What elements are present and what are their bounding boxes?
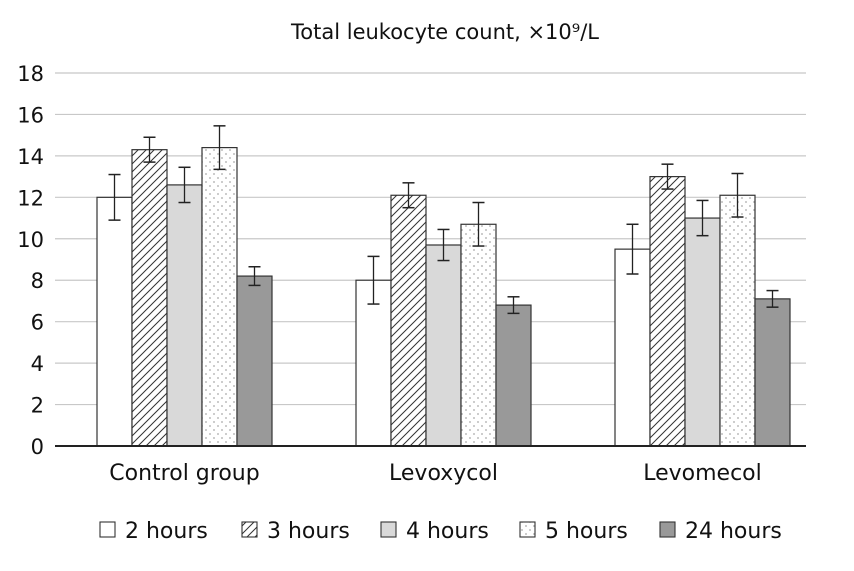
y-tick-label: 18 <box>17 62 44 86</box>
bar-3-hours-1 <box>390 194 427 447</box>
y-tick-label: 4 <box>31 352 44 376</box>
x-tick-label: Levomecol <box>643 461 762 486</box>
bar-24-hours-2 <box>754 298 791 447</box>
bar-3-hours-2 <box>649 176 686 447</box>
x-axis-ticks: Control group Levoxycol Levomecol <box>109 461 761 486</box>
legend-label: 4 hours <box>406 519 489 544</box>
chart-title: Total leukocyte count, ×10⁹/L <box>290 20 599 44</box>
legend-swatch <box>659 521 676 538</box>
legend-label: 2 hours <box>125 519 208 544</box>
legend-label: 24 hours <box>685 519 782 544</box>
bar-4-hours-1 <box>425 244 462 447</box>
legend-item: 4 hours <box>380 519 489 544</box>
bars <box>96 147 791 447</box>
legend-label: 3 hours <box>267 519 350 544</box>
y-tick-label: 14 <box>17 145 44 169</box>
y-axis-ticks: 0 2 4 6 8 10 12 14 16 18 <box>17 62 44 459</box>
bar-24-hours-1 <box>495 304 532 447</box>
legend-swatch <box>519 521 536 538</box>
legend-item: 24 hours <box>659 519 782 544</box>
bar-3-hours-0 <box>131 149 168 447</box>
y-tick-label: 0 <box>31 435 44 459</box>
bar-5-hours-0 <box>201 147 238 447</box>
legend-item: 5 hours <box>519 519 628 544</box>
y-tick-label: 12 <box>17 186 44 210</box>
bar-4-hours-2 <box>684 217 721 447</box>
y-tick-label: 8 <box>31 269 44 293</box>
legend-swatch <box>380 521 397 538</box>
bar-2-hours-2 <box>614 248 651 447</box>
bar-5-hours-2 <box>719 194 756 447</box>
y-tick-label: 10 <box>17 228 44 252</box>
bar-2-hours-0 <box>96 196 133 447</box>
y-tick-label: 16 <box>17 103 44 127</box>
x-tick-label: Levoxycol <box>389 461 498 486</box>
error-bars <box>108 125 779 315</box>
legend-swatch <box>99 521 116 538</box>
y-tick-label: 2 <box>31 394 44 418</box>
legend-label: 5 hours <box>545 519 628 544</box>
bar-2-hours-1 <box>355 279 392 447</box>
bar-24-hours-0 <box>236 275 273 447</box>
bar-5-hours-1 <box>460 223 497 447</box>
legend-item: 3 hours <box>241 519 350 544</box>
y-tick-label: 6 <box>31 311 44 335</box>
x-tick-label: Control group <box>109 461 259 486</box>
legend-swatch <box>241 521 258 538</box>
bar-4-hours-0 <box>166 184 203 447</box>
legend: 2 hours 3 hours 4 hours 5 hours 24 hours <box>99 519 782 544</box>
legend-item: 2 hours <box>99 519 208 544</box>
